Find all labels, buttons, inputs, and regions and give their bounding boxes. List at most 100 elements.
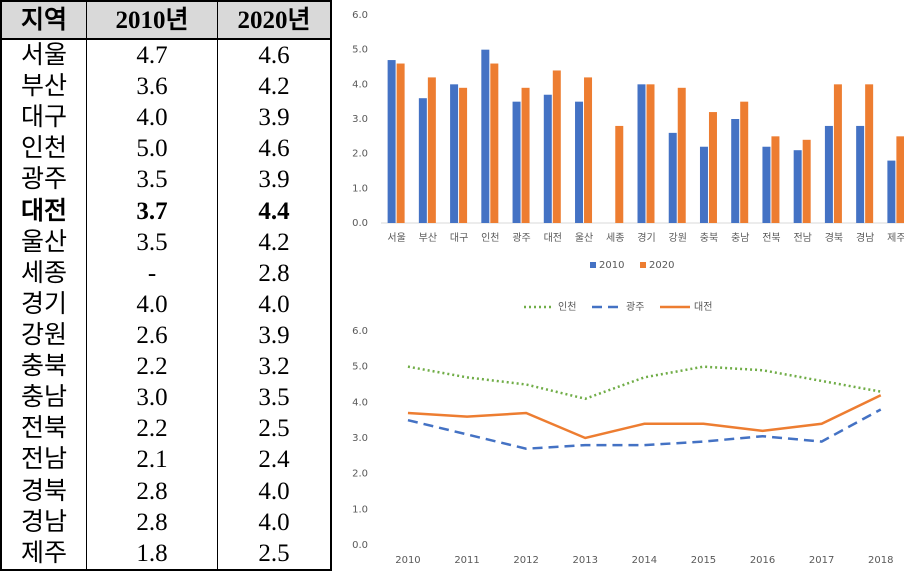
table-cell: 4.7 bbox=[86, 39, 218, 72]
bar bbox=[637, 84, 646, 223]
table-row: 전남 2.1 2.4 bbox=[0, 444, 332, 476]
y-tick-label: 4.0 bbox=[352, 397, 368, 408]
x-tick-label: 2018 bbox=[868, 555, 893, 566]
table-cell: 3.0 bbox=[86, 382, 218, 414]
y-tick-label: 1.0 bbox=[352, 504, 368, 515]
bar bbox=[856, 125, 865, 223]
table-cell: 전남 bbox=[0, 444, 87, 476]
table-cell: 3.5 bbox=[86, 164, 218, 196]
table-cell: 2.5 bbox=[217, 537, 332, 570]
x-tick-label: 2017 bbox=[809, 555, 834, 566]
y-tick-label: 6.0 bbox=[352, 10, 368, 21]
table-row: 경기 4.0 4.0 bbox=[0, 288, 332, 320]
table-row: 울산 3.5 4.2 bbox=[0, 226, 332, 258]
bar bbox=[677, 87, 686, 223]
table-row: 경남 2.8 4.0 bbox=[0, 506, 332, 538]
table-cell: 강원 bbox=[0, 319, 87, 352]
table-cell: 대구 bbox=[0, 102, 87, 134]
table-cell: 인천 bbox=[0, 133, 87, 165]
bar bbox=[802, 139, 811, 223]
bar bbox=[731, 119, 740, 223]
table-cell: 4.6 bbox=[217, 39, 332, 72]
table-cell: 3.9 bbox=[217, 319, 332, 352]
header-cell: 2020년 bbox=[217, 1, 332, 40]
y-tick-label: 2.0 bbox=[352, 469, 368, 480]
bar bbox=[387, 60, 396, 223]
y-tick-label: 0.0 bbox=[352, 540, 368, 551]
table-cell: 2.8 bbox=[86, 506, 218, 538]
table-row: 인천 5.0 4.6 bbox=[0, 133, 332, 165]
bar bbox=[512, 101, 521, 223]
table-cell: 전북 bbox=[0, 413, 87, 445]
table-cell: 2.2 bbox=[86, 351, 218, 383]
bar bbox=[450, 84, 459, 223]
bar bbox=[824, 125, 833, 223]
table-cell: 4.2 bbox=[217, 71, 332, 103]
line-series bbox=[407, 408, 882, 450]
bar bbox=[771, 136, 780, 223]
table-cell: 4.6 bbox=[217, 133, 332, 165]
bar bbox=[646, 84, 655, 223]
bar bbox=[833, 84, 842, 223]
table-cell: 경기 bbox=[0, 288, 87, 320]
table-cell: 경남 bbox=[0, 506, 87, 538]
table-cell: 충북 bbox=[0, 351, 87, 383]
table-cell: 3.9 bbox=[217, 102, 332, 134]
y-tick-label: 3.0 bbox=[352, 114, 368, 125]
x-tick-label: 전북 bbox=[762, 232, 780, 244]
header-cell: 지역 bbox=[0, 1, 87, 40]
bar bbox=[740, 101, 749, 223]
table-cell: 광주 bbox=[0, 164, 87, 196]
table-cell: 경북 bbox=[0, 475, 87, 507]
bar bbox=[418, 98, 427, 223]
x-tick-label: 광주 bbox=[512, 232, 530, 244]
y-tick-label: 5.0 bbox=[352, 45, 368, 56]
x-tick-label: 2016 bbox=[750, 555, 775, 566]
charts: 0.01.02.03.04.05.06.0서울 부산 대구 인천 광주 대전 울산 세종 경기 강… bbox=[352, 10, 904, 566]
x-tick-label: 충북 bbox=[700, 232, 718, 244]
bar bbox=[481, 49, 490, 223]
table-cell: 2.5 bbox=[217, 413, 332, 445]
x-tick-label: 2015 bbox=[691, 555, 716, 566]
legend-label: 2010 bbox=[599, 260, 624, 271]
table-cell: 3.9 bbox=[217, 164, 332, 196]
table-cell: 울산 bbox=[0, 226, 87, 258]
table-row: 대구 4.0 3.9 bbox=[0, 102, 332, 134]
table-row: 세종 -2.8 bbox=[0, 257, 332, 289]
table-cell: 부산 bbox=[0, 71, 87, 103]
table-row: 충북 2.2 3.2 bbox=[0, 351, 332, 383]
table-row: 경북 2.8 4.0 bbox=[0, 475, 332, 507]
y-tick-label: 2.0 bbox=[352, 149, 368, 160]
legend-label: 인천 bbox=[558, 301, 576, 313]
table-cell: 서울 bbox=[0, 39, 87, 72]
bar bbox=[793, 150, 802, 223]
table-row: 부산 3.6 4.2 bbox=[0, 71, 332, 103]
x-tick-label: 2010 bbox=[395, 555, 420, 566]
legend-label: 광주 bbox=[626, 301, 644, 313]
table-cell: 충남 bbox=[0, 382, 87, 414]
x-tick-label: 대구 bbox=[450, 232, 468, 244]
y-tick-label: 3.0 bbox=[352, 433, 368, 444]
bar bbox=[427, 77, 436, 224]
table-cell: 2.6 bbox=[86, 319, 218, 352]
table-cell: 4.0 bbox=[217, 288, 332, 320]
header-cell: 2010년 bbox=[86, 1, 218, 40]
x-tick-label: 인천 bbox=[481, 232, 499, 244]
table-row: 서울 4.7 4.6 bbox=[0, 39, 332, 72]
x-tick-label: 2013 bbox=[573, 555, 598, 566]
x-tick-label: 세종 bbox=[606, 232, 624, 244]
x-tick-label: 경남 bbox=[856, 231, 874, 244]
x-tick-label: 울산 bbox=[575, 232, 593, 244]
table-row: 제주 1.8 2.5 bbox=[0, 537, 332, 570]
x-tick-label: 서울 bbox=[387, 232, 405, 244]
table-cell: 2.2 bbox=[86, 413, 218, 445]
data-table: 지역 2010년 2020년 서울 4.7 4.6 부산 3.6 4.2 대구 4.0 3.9 인천 5.… bbox=[0, 0, 332, 571]
bar bbox=[490, 63, 499, 224]
table-cell: 4.0 bbox=[217, 475, 332, 507]
table-cell: 3.7 bbox=[86, 195, 218, 227]
x-tick-label: 부산 bbox=[419, 232, 437, 244]
legend-label: 대전 bbox=[694, 301, 712, 313]
table-cell: 3.2 bbox=[217, 351, 332, 383]
bar bbox=[865, 84, 874, 223]
table-cell: 4.4 bbox=[217, 195, 332, 227]
